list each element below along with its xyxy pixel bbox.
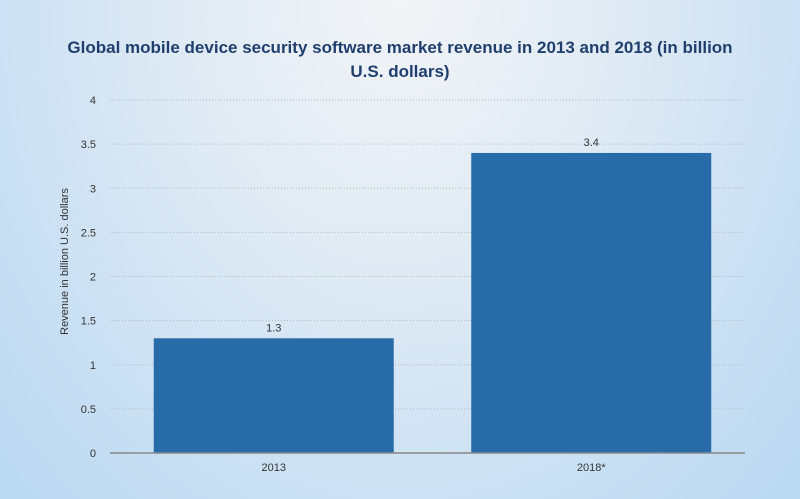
y-axis-ticks: 0 0.5 1 1.5 2 2.5 3 3.5 4: [81, 95, 96, 460]
x-tick-label: 2013: [262, 462, 286, 474]
bar: [471, 152, 712, 453]
bar-value-label: 3.4: [584, 137, 599, 149]
x-axis-ticks: 2013 2018*: [262, 462, 607, 474]
y-tick-label: 1: [90, 360, 96, 372]
bar-value-label: 1.3: [266, 322, 281, 334]
bars: [153, 152, 712, 453]
data-labels: 1.3 3.4: [266, 137, 599, 334]
y-tick-label: 0.5: [81, 404, 96, 416]
chart-title: Global mobile device security software m…: [67, 38, 733, 81]
y-tick-label: 0: [90, 448, 96, 460]
y-tick-label: 2: [90, 272, 96, 284]
y-tick-label: 1.5: [81, 316, 96, 328]
y-axis-title: Revenue in billion U.S. dollars: [59, 188, 71, 335]
x-tick-label: 2018*: [577, 462, 606, 474]
y-tick-label: 2.5: [81, 227, 96, 239]
y-tick-label: 3.5: [81, 139, 96, 151]
bar: [153, 338, 394, 453]
y-tick-label: 3: [90, 183, 96, 195]
y-tick-label: 4: [90, 95, 96, 107]
